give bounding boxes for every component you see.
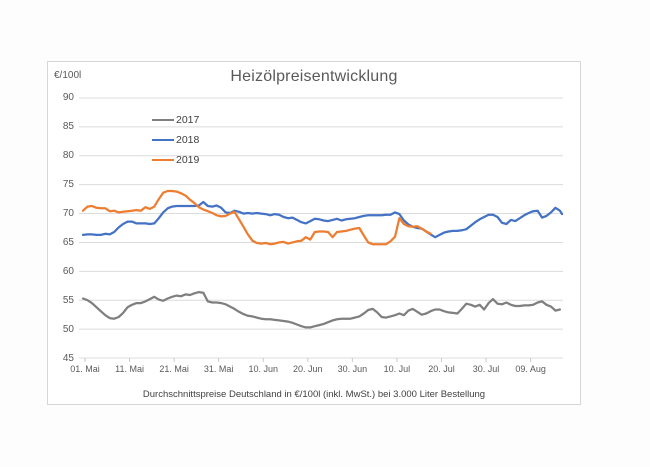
series-line-2017 xyxy=(81,290,562,329)
legend-item-2017: 2017 xyxy=(152,110,199,130)
x-tick-label: 20. Jul xyxy=(428,364,455,374)
x-tick-label: 10. Jul xyxy=(383,364,411,374)
series-line-2019 xyxy=(81,189,432,246)
y-tick-label: 60 xyxy=(62,265,74,277)
y-tick-label: 90 xyxy=(62,92,74,104)
legend-swatch-2019 xyxy=(152,158,174,162)
chart-card: €/100l Heizölpreisentwicklung 90 85 80 75 70… xyxy=(47,61,581,405)
y-tick-label: 50 xyxy=(62,323,74,335)
x-tick-label: 31. Mai xyxy=(203,364,234,374)
series-line-2018 xyxy=(81,200,564,239)
legend-item-2018: 2018 xyxy=(152,130,199,150)
y-tick-label: 70 xyxy=(62,208,74,220)
y-tick-label: 45 xyxy=(62,352,74,364)
chart-footnote: Durchschnittspreise Deutschland in €/100… xyxy=(142,389,486,400)
legend-item-2019: 2019 xyxy=(152,150,199,170)
legend: 2017 2018 2019 xyxy=(152,110,199,170)
x-tick-label: 21. Mai xyxy=(159,364,189,374)
y-tick-label: 85 xyxy=(62,121,74,133)
x-tick-label: 11. Mai xyxy=(115,364,144,374)
y-axis-unit-label: €/100l xyxy=(54,70,82,81)
legend-swatch-2018 xyxy=(152,138,174,142)
x-tick-label: 30. Jul xyxy=(472,364,500,374)
y-tick-label: 75 xyxy=(62,179,74,191)
y-tick-label: 65 xyxy=(62,236,74,248)
legend-swatch-2017 xyxy=(152,118,174,122)
legend-label: 2017 xyxy=(176,114,200,126)
x-tick-label: 01. Mai xyxy=(70,364,100,374)
legend-label: 2019 xyxy=(176,154,200,166)
y-tick-label: 55 xyxy=(62,294,74,306)
legend-label: 2018 xyxy=(176,134,200,146)
x-tick-label: 30. Jun xyxy=(337,364,368,374)
x-tick-label: 10. Jun xyxy=(248,364,278,374)
x-tick-label: 09. Aug xyxy=(515,364,546,374)
plot-area xyxy=(79,97,564,362)
chart-title: Heizölpreisentwicklung xyxy=(230,68,398,85)
y-tick-label: 80 xyxy=(62,150,74,162)
x-tick-label: 20. Jun xyxy=(293,364,323,374)
